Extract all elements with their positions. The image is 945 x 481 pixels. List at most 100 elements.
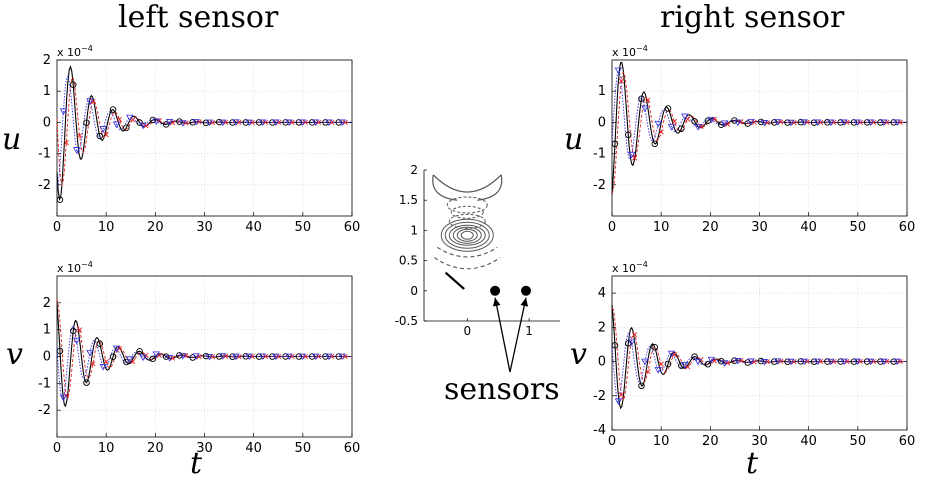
model-b-marker [59, 394, 68, 402]
model-b-series-line [56, 324, 352, 399]
x-tick-label: 0 [608, 434, 616, 449]
model-a-marker [658, 361, 664, 367]
model-b-marker [298, 353, 307, 361]
contour-line [460, 230, 474, 240]
y-tick-label: 0 [598, 355, 606, 370]
x-tick-label: 50 [850, 434, 867, 449]
y-tick-label: 1 [598, 84, 606, 99]
contour-line [456, 228, 478, 242]
model-a-marker [884, 358, 890, 365]
model-b-marker [219, 119, 227, 127]
model-a-marker [897, 358, 903, 365]
model-b-marker [813, 119, 822, 126]
model-b-marker [219, 353, 227, 360]
model-b-marker [179, 120, 187, 127]
model-b-marker [99, 126, 107, 133]
reference-marker [757, 118, 765, 126]
geometry-y-tick-label: -0.5 [395, 314, 418, 328]
reference-marker [136, 119, 143, 126]
model-a-marker [724, 121, 731, 127]
model-a-marker [209, 354, 215, 360]
model-b-marker [232, 119, 240, 126]
reference-marker [162, 353, 170, 360]
reference-marker [69, 327, 77, 335]
reference-marker [664, 105, 672, 112]
model-a-marker [870, 119, 877, 125]
left-u-axis-symbol: u [2, 122, 22, 157]
sensors-label: sensors [444, 372, 560, 407]
reference-marker [136, 348, 143, 355]
model-b-marker [813, 358, 822, 366]
model-a-marker [778, 119, 784, 125]
model-a-marker [618, 78, 624, 84]
contour-line-dashed [450, 205, 484, 219]
y-tick-label: -2 [593, 389, 606, 404]
model-b-marker [760, 120, 769, 127]
x-tick-label: 30 [751, 220, 768, 235]
y-tick-label: -1 [38, 147, 51, 162]
x-tick-label: 20 [147, 441, 164, 456]
model-a-marker [329, 119, 335, 126]
model-b-marker [774, 119, 782, 126]
model-a-marker [857, 119, 863, 126]
model-b-marker [139, 354, 147, 362]
model-a-marker [817, 358, 824, 365]
model-b-marker [99, 364, 107, 371]
reference-marker [771, 358, 778, 365]
model-b-marker [232, 353, 240, 361]
reference-marker [123, 358, 130, 366]
model-a-marker [76, 133, 83, 139]
x-tick-label: 60 [344, 441, 361, 456]
contour-line [440, 218, 494, 252]
x-tick-label: 20 [147, 220, 164, 235]
left-t-axis-symbol: t [190, 446, 203, 481]
model-b-marker [152, 351, 161, 358]
model-a-marker [249, 353, 255, 360]
y-tick-label: 2 [43, 296, 51, 311]
reference-marker [611, 341, 619, 349]
contour-line [432, 174, 502, 193]
y-tick-label: -2 [593, 178, 606, 193]
y-tick-label: -1 [38, 376, 51, 391]
reference-marker [664, 360, 672, 368]
model-b-series-line [611, 332, 907, 403]
model-b-marker [694, 358, 702, 366]
y-tick-label: -1 [593, 147, 606, 162]
right-v-axis-symbol: v [570, 337, 587, 372]
model-a-marker [90, 361, 96, 367]
model-b-marker [245, 119, 253, 127]
y-tick-label: -4 [593, 423, 606, 438]
model-b-marker [800, 119, 808, 126]
model-a-marker [169, 355, 176, 361]
contour-line [452, 226, 482, 244]
model-b-marker [853, 358, 862, 366]
contour-line [477, 174, 503, 201]
left-sensor-title: left sensor [118, 0, 279, 35]
model-b-marker [325, 353, 333, 361]
reference-marker [176, 118, 183, 125]
model-a-marker [262, 119, 269, 125]
reference-marker [797, 358, 805, 365]
model-b-marker [126, 114, 134, 122]
sensor-arrow-head [520, 297, 529, 307]
reference-marker [704, 360, 712, 368]
model-a-marker [223, 119, 229, 125]
model-a-marker [262, 353, 269, 360]
model-a-marker [724, 360, 731, 366]
model-b-marker [86, 349, 94, 357]
reference-marker [797, 118, 805, 126]
model-b-marker [614, 67, 623, 75]
x-tick-label: 40 [245, 441, 262, 456]
model-b-marker [641, 105, 649, 113]
reference-marker [202, 352, 210, 360]
axis-multiplier: x 10−4 [612, 44, 648, 59]
model-b-marker [245, 353, 253, 361]
model-b-marker [747, 118, 755, 126]
geometry-x-tick-label: 0 [463, 324, 471, 338]
y-tick-label: 4 [598, 286, 606, 301]
x-tick-label: 10 [653, 220, 670, 235]
reference-marker [56, 347, 64, 355]
